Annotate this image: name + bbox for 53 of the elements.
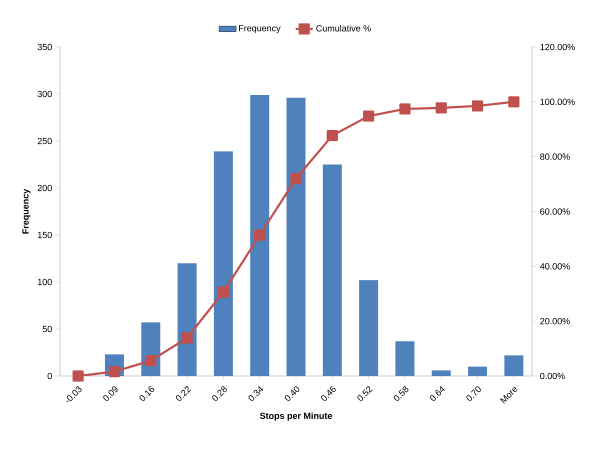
bar bbox=[359, 280, 378, 376]
y-tick-label: 0 bbox=[48, 372, 52, 380]
bar bbox=[432, 370, 451, 376]
point bbox=[108, 366, 120, 378]
x-tick-label: 0.34 bbox=[248, 386, 264, 401]
y2-tick-label: 0.00% bbox=[540, 372, 565, 380]
y-tick-label: 200 bbox=[38, 184, 52, 192]
bar bbox=[286, 98, 306, 376]
x-tick-label: 0.28 bbox=[212, 386, 227, 401]
x-tick-label: 0.52 bbox=[357, 386, 373, 401]
bar bbox=[468, 366, 488, 376]
bar bbox=[178, 263, 197, 376]
x-tick-label: 0.16 bbox=[140, 386, 154, 401]
point bbox=[472, 100, 484, 112]
legend-label: Cumulative % bbox=[316, 24, 371, 32]
x-tick-label: 0.09 bbox=[103, 386, 118, 401]
y2-tick-label: 100.00% bbox=[540, 98, 575, 106]
y2-tick-label: 20.00% bbox=[540, 318, 570, 324]
bar bbox=[250, 94, 270, 376]
point bbox=[508, 96, 520, 108]
y-tick-label: 50 bbox=[42, 326, 52, 332]
point bbox=[290, 173, 302, 184]
point bbox=[218, 286, 229, 298]
y2-tick-label: 40.00% bbox=[540, 263, 570, 270]
bar bbox=[395, 341, 414, 376]
bar bbox=[322, 164, 342, 376]
bar bbox=[214, 151, 233, 376]
point bbox=[436, 102, 447, 114]
point bbox=[145, 355, 156, 366]
point bbox=[181, 332, 193, 344]
y2-tick-label: 80.00% bbox=[540, 153, 570, 160]
point bbox=[254, 229, 266, 241]
point bbox=[363, 110, 374, 122]
x-tick-label: 0.22 bbox=[176, 386, 192, 401]
point bbox=[72, 370, 84, 382]
x-tick-label: 0.46 bbox=[321, 386, 336, 401]
x-tick-label: 0.70 bbox=[466, 386, 481, 401]
y-tick-label: 250 bbox=[38, 138, 52, 144]
y2-tick-label: 120.00% bbox=[540, 44, 575, 50]
bar bbox=[504, 355, 524, 376]
x-tick-label: 0.40 bbox=[284, 386, 300, 401]
y-axis-title: Frequency bbox=[22, 188, 30, 234]
point bbox=[399, 103, 411, 115]
y-tick-label: 300 bbox=[38, 90, 52, 98]
x-tick-label: 0.64 bbox=[430, 386, 445, 401]
point bbox=[326, 130, 338, 142]
y2-tick-label: 60.00% bbox=[540, 208, 570, 215]
x-axis-title: Stops per Minute bbox=[260, 412, 332, 421]
y-tick-label: 350 bbox=[38, 44, 52, 50]
y-tick-label: 100 bbox=[38, 278, 52, 286]
y-tick-label: 150 bbox=[38, 232, 52, 238]
legend-label: Frequency bbox=[239, 25, 281, 34]
x-tick-label: 0.58 bbox=[394, 386, 408, 401]
